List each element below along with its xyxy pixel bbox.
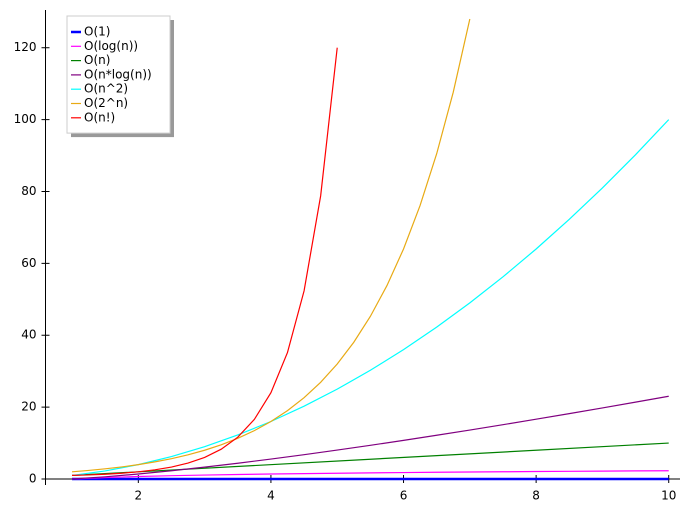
y-tick-label: 40 bbox=[21, 328, 36, 342]
series-line bbox=[71, 470, 669, 480]
y-tick-label: 80 bbox=[21, 184, 36, 198]
x-tick-label: 10 bbox=[661, 489, 676, 503]
legend-label: O(n!) bbox=[84, 110, 115, 124]
series-line bbox=[71, 395, 669, 480]
legend-label: O(n) bbox=[84, 53, 110, 67]
series-line bbox=[72, 47, 338, 477]
x-tick-label: 6 bbox=[400, 489, 408, 503]
legend-label: O(log(n)) bbox=[84, 39, 138, 53]
y-tick-label: 120 bbox=[14, 40, 37, 54]
x-tick-label: 4 bbox=[267, 489, 275, 503]
legend-label: O(1) bbox=[84, 25, 110, 39]
y-tick-label: 0 bbox=[29, 472, 37, 486]
y-tick-label: 60 bbox=[21, 256, 36, 270]
series-line bbox=[71, 442, 669, 477]
legend-label: O(2^n) bbox=[84, 96, 128, 110]
y-tick-label: 20 bbox=[21, 400, 36, 414]
legend-box bbox=[66, 15, 171, 134]
legend-label: O(n*log(n)) bbox=[84, 67, 152, 81]
series-line bbox=[71, 119, 670, 477]
legend-label: O(n^2) bbox=[84, 82, 128, 96]
x-tick-label: 8 bbox=[532, 489, 540, 503]
x-tick-label: 2 bbox=[135, 489, 143, 503]
y-tick-label: 100 bbox=[14, 112, 37, 126]
series-line bbox=[71, 18, 471, 473]
